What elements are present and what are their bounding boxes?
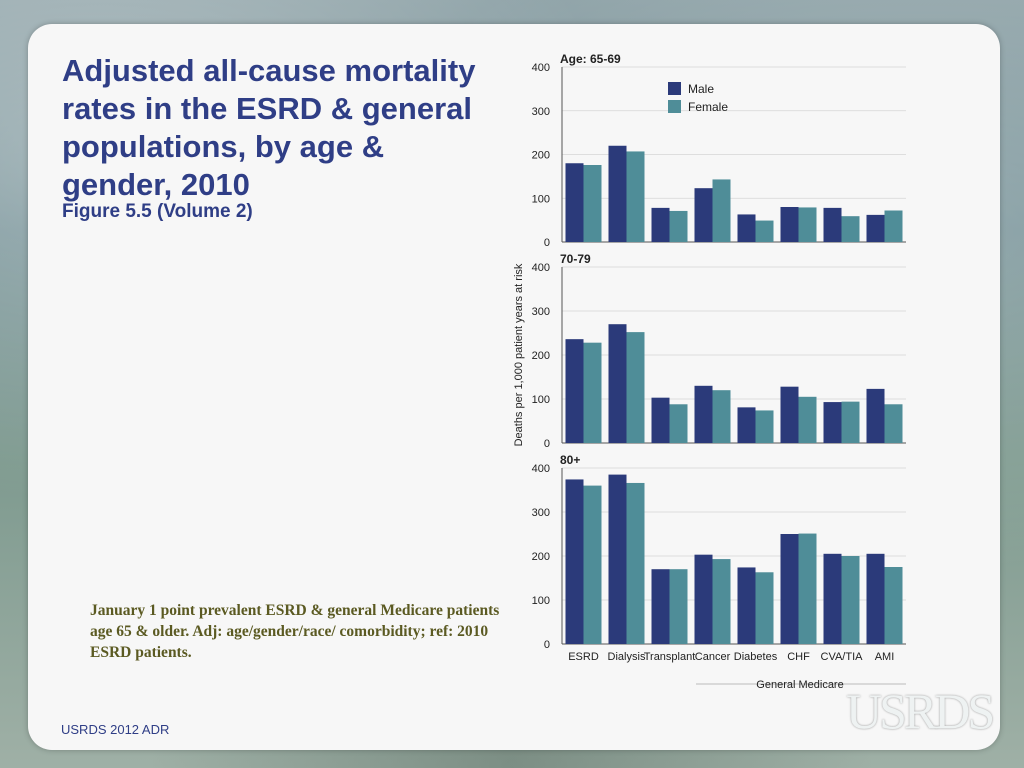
bar-male-ami bbox=[866, 388, 885, 443]
bar-female-ami bbox=[884, 210, 903, 242]
panel-label: 80+ bbox=[560, 453, 580, 467]
bar-female-dialysis bbox=[626, 151, 645, 242]
bar-female-ami bbox=[884, 567, 903, 644]
y-tick-label: 100 bbox=[532, 193, 550, 205]
bar-male-esrd bbox=[565, 163, 584, 242]
y-tick-label: 0 bbox=[544, 639, 550, 651]
bar-male-ami bbox=[866, 553, 885, 644]
bar-male-transplant bbox=[651, 569, 670, 644]
bar-female-dialysis bbox=[626, 482, 645, 644]
y-tick-label: 400 bbox=[532, 262, 550, 274]
bar-female-esrd bbox=[583, 342, 602, 443]
y-tick-label: 300 bbox=[532, 106, 550, 118]
panel-label: 70-79 bbox=[560, 252, 591, 266]
slide-subtitle: Figure 5.5 (Volume 2) bbox=[62, 201, 253, 222]
y-tick-label: 200 bbox=[532, 350, 550, 362]
bar-female-esrd bbox=[583, 165, 602, 242]
footer-text: USRDS 2012 ADR bbox=[61, 722, 170, 737]
y-tick-label: 300 bbox=[532, 306, 550, 318]
bar-male-cva-tia bbox=[823, 402, 842, 443]
legend-swatch-female bbox=[668, 100, 681, 113]
x-category-label: Diabetes bbox=[734, 651, 778, 663]
bar-female-transplant bbox=[669, 404, 688, 443]
y-tick-label: 100 bbox=[532, 595, 550, 607]
legend-label-male: Male bbox=[688, 82, 714, 96]
bar-female-cancer bbox=[712, 559, 731, 644]
bar-male-chf bbox=[780, 534, 799, 644]
bar-male-cancer bbox=[694, 385, 713, 443]
bar-male-chf bbox=[780, 386, 799, 443]
x-group-label: General Medicare bbox=[756, 679, 843, 691]
y-tick-label: 200 bbox=[532, 150, 550, 162]
panel-label: Age: 65-69 bbox=[560, 52, 621, 66]
y-tick-label: 0 bbox=[544, 237, 550, 249]
y-tick-label: 100 bbox=[532, 394, 550, 406]
bar-male-transplant bbox=[651, 397, 670, 443]
y-tick-label: 400 bbox=[532, 463, 550, 475]
bar-female-cancer bbox=[712, 179, 731, 242]
bar-male-ami bbox=[866, 214, 885, 242]
bar-female-cva-tia bbox=[841, 216, 860, 242]
bar-female-cancer bbox=[712, 390, 731, 443]
bar-female-transplant bbox=[669, 569, 688, 644]
x-category-label: Transplant bbox=[644, 651, 696, 663]
bar-male-dialysis bbox=[608, 324, 627, 443]
x-category-label: Dialysis bbox=[608, 651, 646, 663]
y-tick-label: 200 bbox=[532, 551, 550, 563]
legend-swatch-male bbox=[668, 82, 681, 95]
bar-female-chf bbox=[798, 207, 817, 242]
bar-male-cancer bbox=[694, 188, 713, 242]
slide-title: Adjusted all-cause mortality rates in th… bbox=[62, 53, 476, 202]
legend-label-female: Female bbox=[688, 100, 728, 114]
bar-male-esrd bbox=[565, 479, 584, 644]
bar-male-dialysis bbox=[608, 474, 627, 644]
bar-female-transplant bbox=[669, 210, 688, 242]
bar-female-dialysis bbox=[626, 332, 645, 443]
bar-female-ami bbox=[884, 404, 903, 443]
bar-female-diabetes bbox=[755, 572, 774, 644]
bar-male-cancer bbox=[694, 554, 713, 644]
bar-male-chf bbox=[780, 207, 799, 242]
x-category-label: AMI bbox=[875, 651, 895, 663]
y-axis-label: Deaths per 1,000 patient years at risk bbox=[513, 263, 525, 446]
chart-footnote: January 1 point prevalent ESRD & general… bbox=[90, 602, 500, 661]
bar-female-cva-tia bbox=[841, 401, 860, 443]
x-category-label: CVA/TIA bbox=[821, 651, 864, 663]
bar-male-diabetes bbox=[737, 407, 756, 443]
y-tick-label: 0 bbox=[544, 438, 550, 450]
bar-male-transplant bbox=[651, 207, 670, 242]
bar-female-diabetes bbox=[755, 220, 774, 242]
y-tick-label: 300 bbox=[532, 507, 550, 519]
bar-male-cva-tia bbox=[823, 207, 842, 242]
usrds-logo: USRDS bbox=[846, 683, 995, 739]
x-category-label: Cancer bbox=[695, 651, 731, 663]
bar-male-esrd bbox=[565, 339, 584, 443]
bar-female-esrd bbox=[583, 485, 602, 644]
bar-female-chf bbox=[798, 396, 817, 443]
bar-male-dialysis bbox=[608, 145, 627, 242]
bar-female-diabetes bbox=[755, 410, 774, 443]
bar-male-diabetes bbox=[737, 214, 756, 242]
bar-female-cva-tia bbox=[841, 556, 860, 644]
y-tick-label: 400 bbox=[532, 62, 550, 74]
x-category-label: CHF bbox=[787, 651, 810, 663]
bar-female-chf bbox=[798, 533, 817, 644]
x-category-label: ESRD bbox=[568, 651, 599, 663]
bar-male-diabetes bbox=[737, 567, 756, 644]
bar-male-cva-tia bbox=[823, 553, 842, 644]
